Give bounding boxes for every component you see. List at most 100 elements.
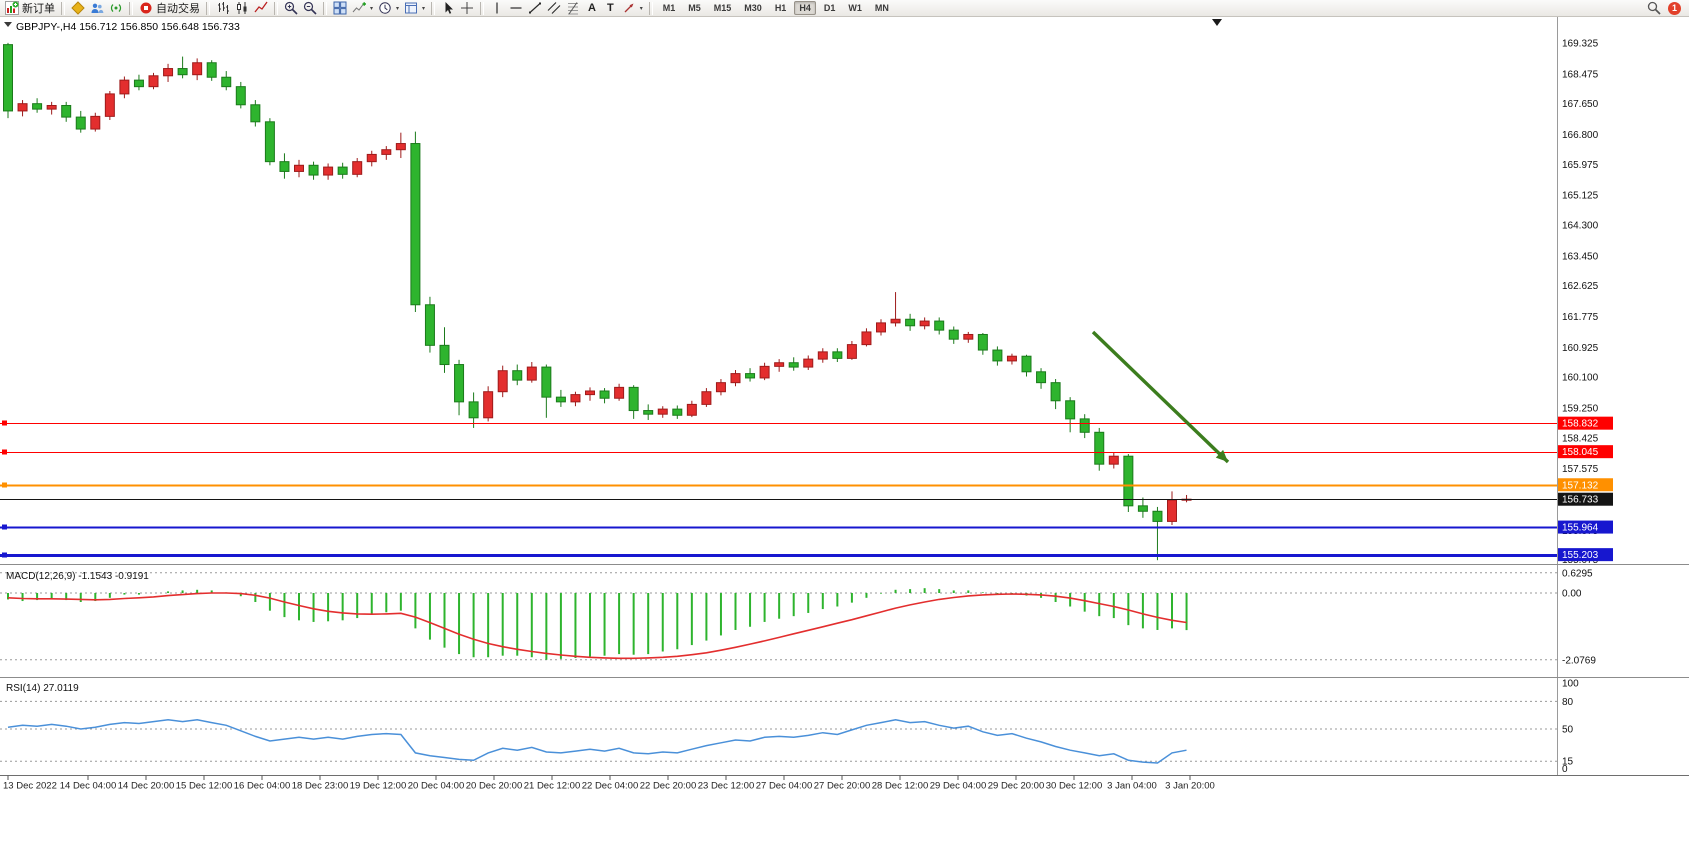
timeframe-m5-button[interactable]: M5 <box>688 3 701 13</box>
time-label: 29 Dec 04:00 <box>930 781 987 792</box>
time-label: 29 Dec 20:00 <box>988 781 1045 792</box>
timeframe-h1-button[interactable]: H1 <box>774 3 787 13</box>
fibonacci-tool[interactable] <box>564 1 582 16</box>
timeframe-m1-button[interactable]: M1 <box>662 3 676 13</box>
trend-arrow[interactable] <box>1091 330 1230 464</box>
horizontal-line-icon <box>510 7 522 9</box>
svg-text:158.045: 158.045 <box>1562 447 1599 458</box>
text-tool[interactable]: A <box>583 1 601 16</box>
candlestick-chart-icon <box>237 2 247 14</box>
cursor-button[interactable] <box>439 1 457 16</box>
chart-line-button[interactable] <box>252 1 270 16</box>
time-label: 16 Dec 04:00 <box>234 781 291 792</box>
label-tool[interactable]: T <box>602 1 619 16</box>
price-badge <box>1558 478 1613 492</box>
vertical-line-tool[interactable] <box>488 1 506 16</box>
timeframe-h4-button[interactable]: H4 <box>794 1 816 15</box>
arrow-tool-icon <box>624 3 634 13</box>
toolbar-separator <box>431 1 436 15</box>
templates-dropdown[interactable]: ▾ <box>402 1 427 16</box>
svg-text:164.300: 164.300 <box>1562 221 1599 232</box>
mql5-diamond-icon <box>71 1 85 15</box>
candlestick-series <box>3 42 1192 561</box>
chart-candles-button[interactable] <box>233 1 251 16</box>
time-label: 27 Dec 20:00 <box>814 781 871 792</box>
price-line-158.832[interactable] <box>0 420 1557 426</box>
panel-separators <box>0 17 1689 776</box>
timeframe-m30-button[interactable]: M30 <box>744 3 762 13</box>
svg-text:157.575: 157.575 <box>1562 464 1599 475</box>
channel-icon <box>547 2 561 14</box>
rsi-label: RSI(14) 27.0119 <box>6 683 79 694</box>
search-button[interactable] <box>1645 1 1663 16</box>
time-label: 28 Dec 12:00 <box>872 781 929 792</box>
chart-canvas[interactable]: MACD(12,26,9) -1.1543 -0.9191 0.6295 0.00 -… <box>0 17 1689 857</box>
time-label: 3 Jan 20:00 <box>1165 781 1215 792</box>
svg-text:165.975: 165.975 <box>1562 160 1599 171</box>
svg-text:166.800: 166.800 <box>1562 130 1599 141</box>
toolbar-separator <box>274 1 278 15</box>
chevron-down-icon: ▾ <box>370 5 374 12</box>
timeframe-d1-button[interactable]: D1 <box>823 3 836 13</box>
svg-text:162.625: 162.625 <box>1562 281 1599 292</box>
toolbar-separator <box>206 1 210 15</box>
time-label: 20 Dec 20:00 <box>466 781 523 792</box>
svg-text:155.964: 155.964 <box>1562 523 1599 534</box>
timeframe-w1-button[interactable]: W1 <box>848 3 862 13</box>
time-label: 30 Dec 12:00 <box>1046 781 1103 792</box>
price-line-155.203[interactable] <box>0 552 1557 558</box>
price-badge <box>1558 492 1613 506</box>
mql5-button[interactable] <box>69 1 87 16</box>
periods-dropdown[interactable]: ▾ <box>376 1 401 16</box>
svg-text:160.100: 160.100 <box>1562 373 1599 384</box>
price-line-158.045[interactable] <box>0 449 1557 455</box>
svg-text:15: 15 <box>1562 757 1574 768</box>
time-label: 13 Dec 2022 <box>3 781 57 792</box>
notification-badge[interactable]: 1 <box>1668 1 1681 15</box>
new-order-label: 新订单 <box>22 3 55 15</box>
timeframe-m15-button[interactable]: M15 <box>713 3 732 13</box>
tile-windows-icon <box>333 1 347 15</box>
chart-window: MACD(12,26,9) -1.1543 -0.9191 0.6295 0.00 -… <box>0 17 1689 857</box>
time-label: 23 Dec 12:00 <box>698 781 755 792</box>
price-line-157.132[interactable] <box>0 482 1557 488</box>
arrowhead <box>1215 449 1228 462</box>
price-line-155.964[interactable] <box>0 524 1557 530</box>
indicators-dropdown[interactable]: ▾ <box>350 1 375 16</box>
new-order-button[interactable]: 新订单 <box>3 1 57 16</box>
svg-text:0.6295: 0.6295 <box>1562 568 1593 579</box>
zoom-out-icon <box>303 1 317 15</box>
shift-marker-icon[interactable] <box>1212 19 1222 26</box>
timeframe-mn-button[interactable]: MN <box>874 3 889 13</box>
macd-signal-line <box>7 592 1187 660</box>
zoom-in-button[interactable] <box>282 1 300 16</box>
time-axis: 13 Dec 2022 14 Dec 04:00 14 Dec 20:00 15 De… <box>3 775 1215 792</box>
horizontal-line-tool[interactable] <box>507 1 525 16</box>
time-label: 3 Jan 04:00 <box>1107 781 1157 792</box>
zoom-out-button[interactable] <box>301 1 319 16</box>
tile-windows-button[interactable] <box>331 1 349 16</box>
time-label: 15 Dec 12:00 <box>176 781 233 792</box>
signals-button[interactable] <box>107 1 125 16</box>
svg-text:160.925: 160.925 <box>1562 343 1599 354</box>
symbol-dropdown-icon[interactable] <box>4 22 12 27</box>
line-chart-icon <box>254 1 268 13</box>
time-label: 20 Dec 04:00 <box>408 781 465 792</box>
trendline-tool[interactable] <box>526 1 544 16</box>
autotrade-label: 自动交易 <box>156 3 200 15</box>
channel-tool[interactable] <box>545 1 563 16</box>
rsi-line <box>7 719 1187 764</box>
svg-text:100: 100 <box>1562 679 1579 690</box>
svg-text:50: 50 <box>1562 725 1574 736</box>
macd-panel: MACD(12,26,9) -1.1543 -0.9191 0.6295 0.00 -… <box>0 568 1596 666</box>
zoom-in-icon <box>284 1 298 15</box>
community-button[interactable] <box>88 1 106 16</box>
chevron-down-icon: ▾ <box>396 5 400 12</box>
arrows-dropdown[interactable]: ▾ <box>620 1 645 16</box>
vertical-line-icon <box>496 2 498 14</box>
autotrade-button[interactable]: 自动交易 <box>137 1 202 16</box>
crosshair-button[interactable] <box>458 1 476 16</box>
autotrade-icon <box>140 2 152 14</box>
chart-bars-button[interactable] <box>214 1 232 16</box>
indicators-icon <box>352 2 366 13</box>
